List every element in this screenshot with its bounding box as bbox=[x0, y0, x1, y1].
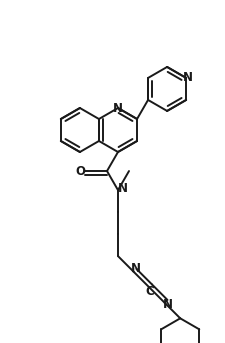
Text: N: N bbox=[118, 181, 128, 194]
Text: O: O bbox=[75, 165, 85, 178]
Text: C: C bbox=[146, 285, 155, 298]
Text: N: N bbox=[113, 102, 123, 115]
Text: N: N bbox=[130, 262, 141, 275]
Text: N: N bbox=[183, 71, 193, 84]
Text: N: N bbox=[163, 298, 173, 311]
